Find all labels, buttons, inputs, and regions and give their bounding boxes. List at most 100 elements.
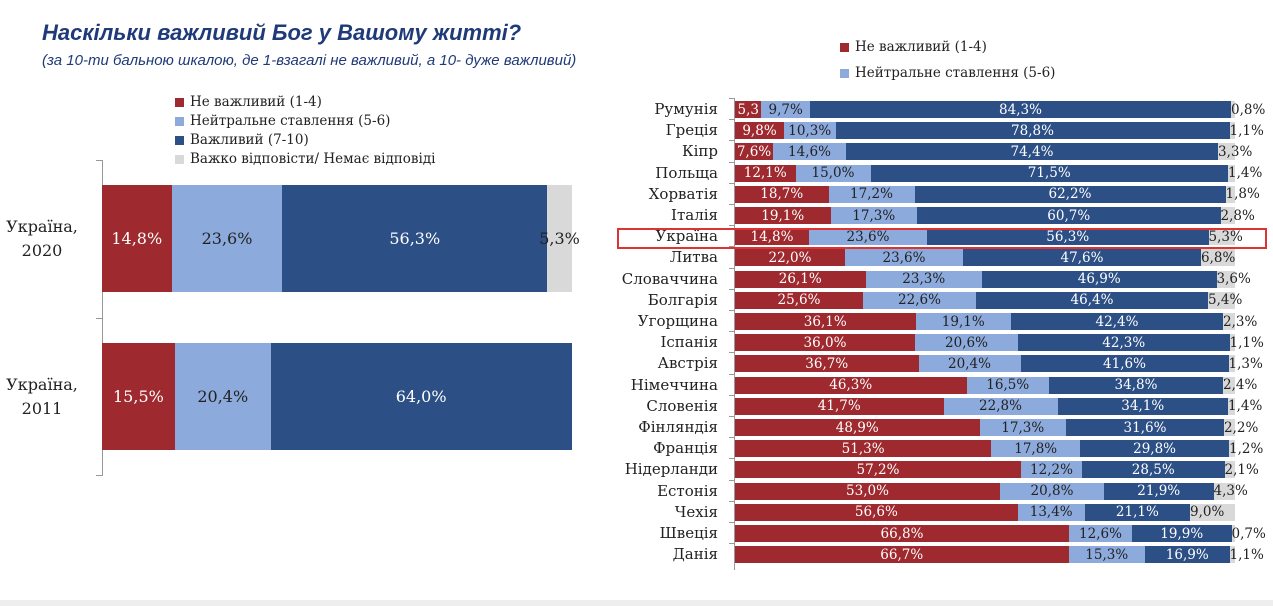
legend-item: Важливий (7-10) (175, 131, 309, 149)
axis-tick (729, 204, 734, 205)
axis-tick (729, 140, 734, 142)
chart-subtitle: (за 10-ти бальною шкалою, де 1-взагалі н… (42, 52, 577, 69)
bar-segment: 2,2% (1224, 419, 1259, 436)
axis-tick (729, 437, 734, 439)
axis-tick (96, 475, 102, 476)
axis-tick (729, 416, 734, 417)
bar-segment: 78,8% (835, 122, 1230, 140)
bar-segment: 14,8% (735, 228, 809, 246)
bar-segment: 2,1% (1224, 461, 1259, 479)
stacked-bar: 14,8% 23,6% 56,3% 5,3% (102, 185, 580, 292)
bar-segment: 71,5% (870, 164, 1228, 182)
stacked-bar: 12,1% 15,0% 71,5% 1,4% (735, 164, 1263, 182)
legend-label: Не важливий (1-4) (190, 94, 322, 110)
bar-segment: 9,0% (1190, 503, 1235, 521)
bar-segment: 5,3 (735, 101, 762, 118)
category-label: Німеччина (630, 375, 718, 394)
axis-tick (729, 352, 734, 354)
axis-tick (729, 543, 734, 545)
axis-tick (729, 246, 734, 248)
bar-segment: 2,4% (1223, 376, 1258, 394)
stacked-bar: 36,7% 20,4% 41,6% 1,3% (735, 355, 1263, 373)
bar-segment: 1,4% (1228, 397, 1263, 415)
y-axis (102, 160, 103, 476)
bar-segment: 20,6% (915, 334, 1018, 352)
bar-segment: 16,5% (966, 376, 1049, 394)
bar-segment: 1,1% (1229, 546, 1264, 564)
bar-segment: 48,9% (735, 419, 980, 436)
category-label: Іспанія (660, 333, 718, 352)
category-label: Угорщина (637, 312, 718, 330)
legend-label: Нейтральне ставлення (5-6) (855, 65, 1056, 81)
bar-segment: 28,5% (1082, 461, 1225, 479)
axis-tick (729, 119, 734, 121)
bar-segment: 17,3% (979, 419, 1066, 436)
bar-segment: 56,3% (927, 228, 1209, 246)
y-axis (734, 98, 735, 570)
bar-segment: 36,0% (735, 334, 915, 352)
bar-segment: 1,1% (1229, 334, 1264, 352)
stacked-bar: 46,3% 16,5% 34,8% 2,4% (735, 376, 1258, 394)
bar-segment: 64,0% (270, 343, 572, 450)
legend-label: Не важливий (1-4) (855, 39, 987, 55)
bar-segment: 7,6% (735, 143, 773, 161)
category-label-line: Україна, (6, 217, 78, 236)
bar-segment: 41,6% (1020, 355, 1229, 373)
bar-segment: 13,4% (1017, 503, 1085, 521)
bar-segment: 26,1% (735, 270, 866, 288)
stacked-bar: 14,8% 23,6% 56,3% 5,3% (735, 228, 1243, 246)
category-label-line: Україна, (6, 375, 78, 394)
bar-segment: 9,8% (735, 122, 784, 140)
stacked-bar: 66,7% 15,3% 16,9% 1,1% (735, 546, 1264, 564)
stacked-bar: 66,8% 12,6% 19,9% 0,7% (735, 525, 1266, 542)
category-label: Греція (665, 121, 718, 140)
bar-segment: 46,3% (735, 376, 967, 394)
legend-item: Нейтральне ставлення (5-6) (175, 112, 390, 130)
axis-tick (729, 373, 734, 375)
bar-segment: 19,1% (915, 313, 1011, 330)
stacked-bar: 26,1% 23,3% 46,9% 3,6% (735, 270, 1251, 288)
category-label: Словаччина (621, 269, 718, 288)
bar-segment: 62,2% (914, 185, 1226, 203)
bar-segment: 46,9% (982, 270, 1217, 288)
bar-segment: 15,5% (102, 343, 175, 450)
bar-segment: 29,8% (1080, 440, 1229, 458)
category-label: Нідерланди (624, 460, 718, 479)
bar-segment: 5,3% (539, 185, 580, 292)
bar-segment: 1,4% (1228, 164, 1263, 182)
axis-tick (729, 225, 734, 227)
legend-label: Важливий (7-10) (190, 132, 309, 148)
axis-tick (729, 394, 734, 396)
category-label: Болгарія (647, 290, 718, 309)
legend-item: Важко відповісти/ Немає відповіді (175, 150, 435, 168)
bar-segment: 31,6% (1066, 419, 1224, 436)
category-label: Італія (671, 206, 718, 224)
bar-segment: 17,3% (830, 207, 917, 224)
category-label: Данія (672, 545, 718, 564)
stacked-bar: 56,6% 13,4% 21,1% 9,0% (735, 503, 1235, 521)
bar-segment: 34,8% (1049, 376, 1223, 394)
bar-segment: 15,3% (1068, 546, 1145, 564)
category-label: Австрія (657, 354, 718, 373)
bar-segment: 56,3% (282, 185, 548, 292)
bar-segment: 10,3% (784, 122, 836, 140)
bar-segment: 18,7% (735, 185, 829, 203)
legend-swatch (175, 116, 184, 126)
legend-label: Нейтральне ставлення (5-6) (190, 113, 391, 129)
bar-segment: 6,8% (1201, 249, 1236, 267)
bar-segment: 22,6% (863, 291, 976, 309)
bar-segment: 14,8% (102, 185, 172, 292)
bar-segment: 51,3% (735, 440, 992, 458)
legend-swatch (175, 135, 184, 145)
legend-swatch (175, 154, 184, 164)
bar-segment: 66,8% (735, 525, 1069, 542)
category-label: Україна, 2020 (0, 215, 84, 263)
stacked-bar: 36,0% 20,6% 42,3% 1,1% (735, 334, 1264, 352)
axis-tick (729, 267, 734, 269)
bar-segment: 23,3% (865, 270, 982, 288)
bar-segment: 1,1% (1229, 122, 1264, 140)
legend-swatch (840, 42, 849, 52)
bar-segment: 66,7% (735, 546, 1069, 564)
bar-segment: 42,3% (1018, 334, 1230, 352)
stacked-bar: 15,5% 20,4% 64,0% (102, 343, 572, 450)
